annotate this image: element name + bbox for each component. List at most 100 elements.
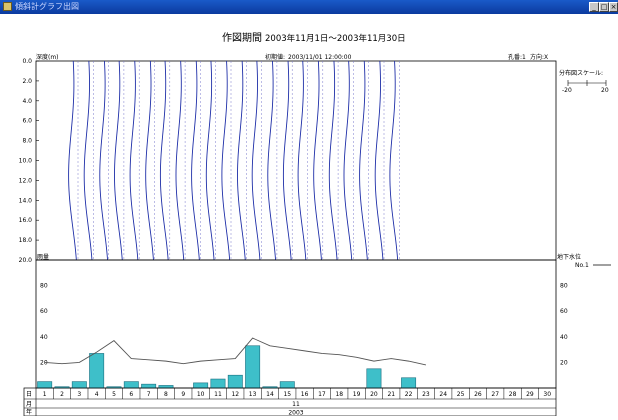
calendar-day-cell: 12: [231, 391, 239, 398]
depth-tick-label: 4.0: [22, 98, 32, 105]
profile-line: [343, 60, 353, 261]
calendar-month-cell: 11: [292, 401, 300, 408]
rainfall-bar: [227, 374, 243, 389]
hole-number: 孔番:1: [508, 53, 526, 61]
groundwater-axis-label: 地下水位: [557, 253, 581, 261]
depth-tick-label: 18.0: [19, 237, 33, 244]
depth-tick-label: 6.0: [22, 118, 32, 125]
profile-panel-frame: [35, 60, 557, 261]
calendar-day-cell: 23: [422, 391, 430, 398]
calendar-month-row-label: 月: [26, 401, 32, 408]
period-label: 作図期間: [222, 32, 262, 44]
calendar-day-row-label: 日: [26, 391, 32, 398]
rain-tick-label-left: 60: [40, 308, 48, 315]
rainfall-bar: [279, 381, 295, 389]
calendar-day-cell: 10: [197, 391, 205, 398]
depth-tick-label: 16.0: [19, 217, 33, 224]
chart-canvas: 作図期間 2003年11月1日〜2003年11月30日 初期値: 2003/11…: [19, 32, 611, 417]
maximize-button[interactable]: □: [599, 2, 609, 12]
profile-line: [251, 60, 261, 261]
profile-line: [221, 60, 231, 261]
profile-line: [159, 60, 169, 261]
rain-tick-label-left: 40: [40, 334, 48, 341]
minimize-button[interactable]: _: [589, 2, 599, 12]
rain-tick-labels: 20 20 40 40 60 60 80 80: [40, 283, 568, 367]
profile-line: [328, 60, 338, 261]
profile-line: [359, 60, 368, 261]
rainfall-axis-label: 雨量: [37, 254, 49, 261]
profile-line: [282, 60, 292, 261]
initial-value-label: 初期値:: [265, 53, 285, 61]
depth-tick-label: 12.0: [19, 177, 33, 184]
title-bar[interactable]: 傾斜計グラフ出図 _ □ ×: [0, 0, 618, 14]
calendar-day-cell: 14: [266, 391, 274, 398]
profile-line: [297, 60, 307, 261]
calendar-day-cell: 5: [112, 391, 116, 398]
calendar-day-cell: 20: [370, 391, 378, 398]
profile-line: [129, 60, 139, 261]
depth-tick-label: 0.0: [22, 58, 32, 65]
calendar-year-row-label: 年: [26, 408, 32, 416]
rainfall-bars: [37, 345, 417, 389]
rain-tick-label-right: 60: [560, 308, 568, 315]
calendar-day-cell: 16: [301, 391, 309, 398]
groundwater-line: [44, 337, 427, 366]
rainfall-bar: [210, 378, 226, 389]
calendar-day-cell: 19: [353, 391, 361, 398]
rainfall-bar: [71, 381, 87, 389]
initial-value: 2003/11/01 12:00:00: [288, 54, 352, 61]
rain-tick-label-right: 40: [560, 334, 568, 341]
calendar-day-cell: 18: [335, 391, 343, 398]
depth-axis-label: 深度(m): [36, 53, 59, 61]
depth-tick-label: 14.0: [19, 197, 33, 204]
depth-tick-label: 20.0: [19, 257, 33, 264]
rainfall-bar: [158, 385, 174, 389]
profile-line: [205, 60, 215, 261]
rainfall-bar: [193, 382, 209, 389]
calendar-day-cell: 13: [249, 391, 257, 398]
chart-area: 作図期間 2003年11月1日〜2003年11月30日 初期値: 2003/11…: [0, 14, 618, 417]
profile-lines: [68, 60, 400, 261]
profile-line: [83, 60, 93, 261]
calendar-day-cell: 1: [43, 391, 47, 398]
calendar-day-cell: 24: [439, 391, 447, 398]
rain-tick-label-left: 20: [40, 359, 48, 366]
calendar-day-cell: 27: [491, 391, 499, 398]
app-icon: [3, 2, 12, 11]
legend-label: No.1: [575, 262, 589, 269]
depth-tick-label: 2.0: [22, 78, 32, 85]
rainfall-bar: [37, 381, 53, 389]
rain-tick-label-left: 80: [40, 283, 48, 290]
calendar-day-cell: 28: [509, 391, 517, 398]
profile-line: [145, 60, 154, 261]
calendar-day-cell: 6: [129, 391, 133, 398]
calendar-day-cell: 9: [181, 391, 185, 398]
calendar-day-cell: 4: [95, 391, 99, 398]
depth-tick-labels: 0.0 2.0 4.0 6.0 8.0 10.0 12.0 14.0 16.0 18.0 20.0: [19, 58, 39, 264]
calendar-day-cell: 22: [405, 391, 413, 398]
calendar-day-cell: 11: [214, 391, 222, 398]
rainfall-bar: [366, 368, 382, 389]
profile-line: [267, 60, 277, 261]
calendar-day-cell: 8: [164, 391, 168, 398]
rain-panel-frame: [35, 259, 557, 389]
profile-line: [114, 60, 123, 261]
direction-label: 方向:X: [530, 53, 548, 61]
profile-line: [313, 60, 322, 261]
rainfall-bar: [245, 345, 261, 389]
profile-line: [99, 60, 109, 261]
calendar-day-cell: 7: [147, 391, 151, 398]
calendar-day-cell: 29: [526, 391, 534, 398]
depth-tick-label: 8.0: [22, 138, 32, 145]
calendar-day-cell: 26: [474, 391, 482, 398]
profile-line: [237, 60, 246, 261]
calendar-year-cell: 2003: [288, 410, 303, 417]
profile-line: [175, 60, 185, 261]
profile-line: [374, 60, 384, 261]
calendar-day-cell: 2: [60, 391, 64, 398]
calendar-day-cell: 30: [543, 391, 551, 398]
rain-tick-label-right: 80: [560, 283, 568, 290]
close-button[interactable]: ×: [609, 2, 618, 12]
calendar-day-cell: 3: [77, 391, 81, 398]
